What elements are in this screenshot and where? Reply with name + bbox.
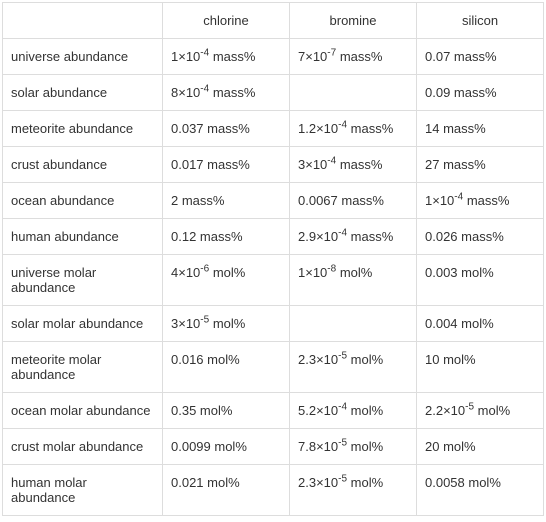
cell-value: 2 mass%	[163, 183, 290, 219]
table-row: ocean abundance2 mass%0.0067 mass%1×10-4…	[3, 183, 544, 219]
table-row: universe molar abundance4×10-6 mol%1×10-…	[3, 255, 544, 306]
cell-value: 1.2×10-4 mass%	[290, 111, 417, 147]
table-row: solar molar abundance3×10-5 mol% 0.004 mo…	[3, 306, 544, 342]
row-label: human abundance	[3, 219, 163, 255]
row-label: human molar abundance	[3, 465, 163, 516]
table-row: ocean molar abundance0.35 mol%5.2×10-4 m…	[3, 393, 544, 429]
cell-value: 14 mass%	[417, 111, 544, 147]
cell-value: 7.8×10-5 mol%	[290, 429, 417, 465]
cell-value: 3×10-5 mol%	[163, 306, 290, 342]
cell-value: 27 mass%	[417, 147, 544, 183]
row-label: universe abundance	[3, 39, 163, 75]
cell-value: 2.2×10-5 mol%	[417, 393, 544, 429]
row-label: universe molar abundance	[3, 255, 163, 306]
cell-value: 1×10-8 mol%	[290, 255, 417, 306]
cell-value: 0.004 mol%	[417, 306, 544, 342]
cell-value: 2.3×10-5 mol%	[290, 342, 417, 393]
cell-value: 20 mol%	[417, 429, 544, 465]
row-label: solar molar abundance	[3, 306, 163, 342]
cell-value: 0.12 mass%	[163, 219, 290, 255]
row-label: crust molar abundance	[3, 429, 163, 465]
cell-value: 1×10-4 mass%	[163, 39, 290, 75]
cell-value: 0.037 mass%	[163, 111, 290, 147]
cell-value: 5.2×10-4 mol%	[290, 393, 417, 429]
cell-value: 0.07 mass%	[417, 39, 544, 75]
cell-value: 0.003 mol%	[417, 255, 544, 306]
header-row: chlorine bromine silicon	[3, 3, 544, 39]
table-row: meteorite molar abundance0.016 mol%2.3×1…	[3, 342, 544, 393]
cell-value	[290, 306, 417, 342]
header-chlorine: chlorine	[163, 3, 290, 39]
row-label: crust abundance	[3, 147, 163, 183]
row-label: ocean molar abundance	[3, 393, 163, 429]
cell-value: 2.3×10-5 mol%	[290, 465, 417, 516]
table-row: solar abundance8×10-4 mass% 0.09 mass%	[3, 75, 544, 111]
header-silicon: silicon	[417, 3, 544, 39]
cell-value: 0.026 mass%	[417, 219, 544, 255]
table-row: human molar abundance0.021 mol%2.3×10-5 …	[3, 465, 544, 516]
table-row: human abundance0.12 mass%2.9×10-4 mass%0…	[3, 219, 544, 255]
cell-value: 4×10-6 mol%	[163, 255, 290, 306]
row-label: meteorite molar abundance	[3, 342, 163, 393]
table-body: universe abundance1×10-4 mass%7×10-7 mas…	[3, 39, 544, 516]
table-row: universe abundance1×10-4 mass%7×10-7 mas…	[3, 39, 544, 75]
table-row: crust abundance0.017 mass%3×10-4 mass%27…	[3, 147, 544, 183]
cell-value: 10 mol%	[417, 342, 544, 393]
cell-value: 0.017 mass%	[163, 147, 290, 183]
header-empty	[3, 3, 163, 39]
row-label: solar abundance	[3, 75, 163, 111]
cell-value: 2.9×10-4 mass%	[290, 219, 417, 255]
cell-value: 0.0067 mass%	[290, 183, 417, 219]
row-label: ocean abundance	[3, 183, 163, 219]
cell-value: 0.016 mol%	[163, 342, 290, 393]
cell-value: 7×10-7 mass%	[290, 39, 417, 75]
cell-value	[290, 75, 417, 111]
abundance-table: chlorine bromine silicon universe abunda…	[2, 2, 544, 516]
header-bromine: bromine	[290, 3, 417, 39]
cell-value: 0.35 mol%	[163, 393, 290, 429]
cell-value: 8×10-4 mass%	[163, 75, 290, 111]
cell-value: 0.0099 mol%	[163, 429, 290, 465]
row-label: meteorite abundance	[3, 111, 163, 147]
cell-value: 1×10-4 mass%	[417, 183, 544, 219]
table-row: meteorite abundance0.037 mass%1.2×10-4 m…	[3, 111, 544, 147]
table-row: crust molar abundance0.0099 mol%7.8×10-5…	[3, 429, 544, 465]
cell-value: 0.0058 mol%	[417, 465, 544, 516]
cell-value: 0.021 mol%	[163, 465, 290, 516]
cell-value: 3×10-4 mass%	[290, 147, 417, 183]
cell-value: 0.09 mass%	[417, 75, 544, 111]
